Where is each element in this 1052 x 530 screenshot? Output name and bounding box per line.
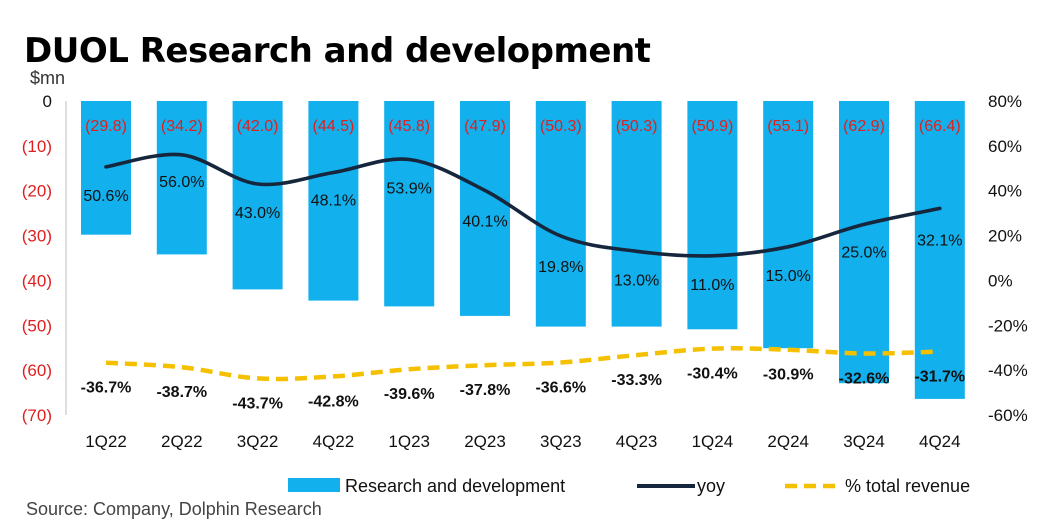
- pct-label-2q22: -38.7%: [156, 384, 207, 401]
- legend-swatch-rd: [288, 478, 340, 492]
- pct-label-3q24: -32.6%: [839, 371, 890, 388]
- bar-2q24: [763, 101, 814, 349]
- category-label-3q22: 3Q22: [237, 432, 279, 451]
- pct-label-4q22: -42.8%: [308, 393, 359, 410]
- yoy-line: [104, 152, 942, 258]
- lines-layer: [104, 152, 942, 382]
- labels-layer: (29.8) (34.2) (42.0) (44.5) (45.8) (47.9) (50.…: [81, 118, 966, 412]
- right-tick-label: -40%: [988, 361, 1028, 380]
- left-tick-label: (70): [22, 406, 52, 425]
- left-tick-label: (10): [22, 137, 52, 156]
- yoy-label-1q24: 11.0%: [690, 277, 734, 294]
- bar-label-1q24: (50.9): [692, 118, 734, 135]
- bar-4q22: [308, 101, 359, 301]
- left-tick-label: (40): [22, 271, 52, 290]
- legend: Research and development yoy % total rev…: [288, 476, 970, 496]
- bar-label-4q23: (50.3): [616, 118, 658, 135]
- unit-label: $mn: [30, 68, 65, 88]
- bar-2q22: [156, 101, 207, 255]
- right-tick-label: 20%: [988, 227, 1022, 246]
- yoy-label-2q22: 56.0%: [159, 174, 204, 191]
- yoy-label-4q22: 48.1%: [311, 193, 356, 210]
- left-tick-label: (30): [22, 227, 52, 246]
- pct-label-4q24: -31.7%: [914, 369, 965, 386]
- right-tick-label: 0%: [988, 271, 1013, 290]
- bar-label-3q22: (42.0): [237, 118, 279, 135]
- category-label-4q22: 4Q22: [313, 432, 355, 451]
- left-tick-label: 0: [43, 92, 52, 111]
- yoy-label-1q23: 53.9%: [387, 181, 432, 198]
- bar-2q23: [460, 101, 510, 316]
- yoy-label-2q24: 15.0%: [766, 268, 811, 285]
- bar-3q23: [535, 101, 586, 327]
- bar-1q23: [384, 101, 435, 307]
- legend-label-pct: % total revenue: [845, 476, 970, 496]
- right-tick-label: -60%: [988, 406, 1028, 425]
- pct-label-4q23: -33.3%: [611, 372, 662, 389]
- yoy-label-4q23: 13.0%: [614, 272, 659, 289]
- source-note: Source: Company, Dolphin Research: [26, 499, 322, 519]
- category-label-1q22: 1Q22: [85, 432, 127, 451]
- category-label-2q24: 2Q24: [767, 432, 809, 451]
- right-tick-label: 80%: [988, 92, 1022, 111]
- pct-label-1q23: -39.6%: [384, 386, 435, 403]
- category-label-3q24: 3Q24: [843, 432, 885, 451]
- left-tick-label: (50): [22, 316, 52, 335]
- bar-label-3q23: (50.3): [540, 118, 582, 135]
- pct-label-1q24: -30.4%: [687, 366, 738, 383]
- yoy-label-3q24: 25.0%: [841, 244, 886, 261]
- yoy-label-3q22: 43.0%: [235, 205, 280, 222]
- bar-label-4q24: (66.4): [919, 118, 961, 135]
- chart-title: DUOL Research and development: [24, 31, 651, 71]
- yoy-label-1q22: 50.6%: [83, 188, 128, 205]
- bar-3q24: [839, 101, 889, 384]
- axis-layer: 0 (10) (20) (30) (40) (50) (60) (70) 80% 60% 40% 20…: [22, 92, 1028, 451]
- bar-label-2q24: (55.1): [767, 118, 809, 135]
- pct-revenue-line: [105, 346, 940, 382]
- bar-3q22: [232, 101, 283, 290]
- bar-label-1q22: (29.8): [85, 118, 127, 135]
- category-label-4q24: 4Q24: [919, 432, 961, 451]
- pct-label-1q22: -36.7%: [81, 380, 132, 397]
- bar-4q23: [611, 101, 662, 327]
- right-tick-label: 60%: [988, 137, 1022, 156]
- legend-label-rd: Research and development: [345, 476, 565, 496]
- bar-label-2q22: (34.2): [161, 118, 203, 135]
- category-label-3q23: 3Q23: [540, 432, 582, 451]
- bar-4q24: [914, 101, 965, 399]
- right-tick-label: 40%: [988, 182, 1022, 201]
- right-tick-label: -20%: [988, 316, 1028, 335]
- bar-1q24: [687, 101, 738, 330]
- category-label-1q23: 1Q23: [388, 432, 430, 451]
- pct-label-2q23: -37.8%: [460, 382, 511, 399]
- bar-label-3q24: (62.9): [843, 118, 885, 135]
- category-label-1q24: 1Q24: [692, 432, 734, 451]
- yoy-label-2q23: 40.1%: [462, 214, 507, 231]
- bar-label-4q22: (44.5): [313, 118, 355, 135]
- pct-label-2q24: -30.9%: [763, 367, 814, 384]
- bars-layer: [81, 101, 965, 399]
- yoy-label-3q23: 19.8%: [538, 259, 583, 276]
- pct-label-3q22: -43.7%: [232, 395, 283, 412]
- category-label-2q23: 2Q23: [464, 432, 506, 451]
- bar-label-2q23: (47.9): [464, 118, 506, 135]
- left-tick-label: (20): [22, 182, 52, 201]
- category-label-4q23: 4Q23: [616, 432, 658, 451]
- category-label-2q22: 2Q22: [161, 432, 203, 451]
- bar-label-1q23: (45.8): [388, 118, 430, 135]
- pct-label-3q23: -36.6%: [535, 380, 586, 397]
- left-tick-label: (60): [22, 361, 52, 380]
- yoy-label-4q24: 32.1%: [917, 232, 962, 249]
- legend-label-yoy: yoy: [697, 476, 725, 496]
